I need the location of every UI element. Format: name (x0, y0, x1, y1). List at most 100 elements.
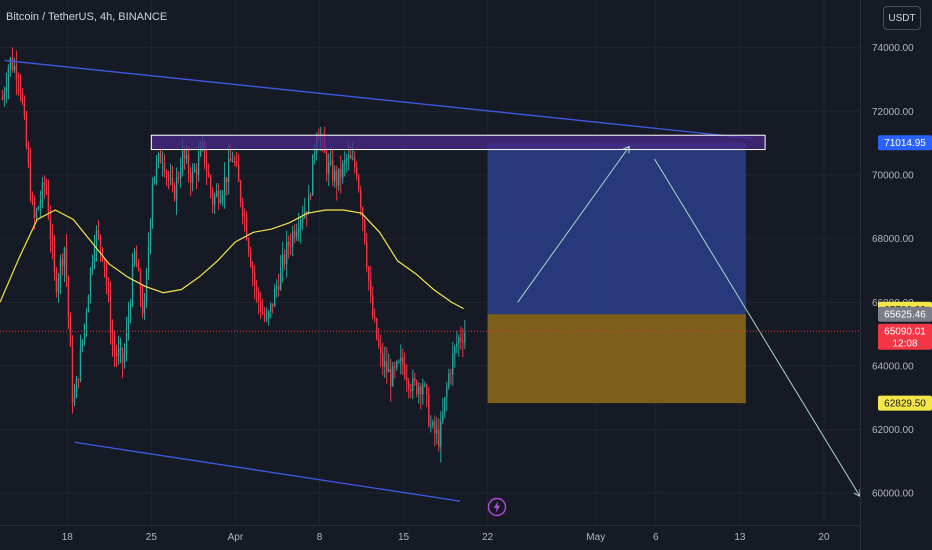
target-zone (487, 142, 746, 315)
candle-body (113, 345, 116, 353)
candle-body (129, 304, 132, 316)
candle-body (249, 251, 252, 267)
candle-body (372, 296, 374, 318)
candle-body (73, 397, 76, 403)
candle-body (360, 190, 362, 208)
candle-body (159, 153, 162, 164)
time-tick-label: May (586, 532, 605, 543)
candle-body (404, 364, 406, 378)
candle-body (115, 352, 118, 357)
candle-body (93, 246, 96, 263)
price-axis[interactable]: 60000.0062000.0064000.0066000.0068000.00… (860, 0, 915, 550)
candle-body (231, 161, 234, 163)
candle-body (173, 185, 176, 200)
time-axis[interactable]: 18 25 Apr 8 15 22 May 6 13 20 (0, 525, 860, 544)
candle-body (83, 324, 86, 341)
candle-body (251, 266, 254, 273)
lightning-bolt-icon[interactable] (487, 497, 507, 517)
candle-body (396, 361, 398, 368)
countdown-label: 12:08 (892, 339, 917, 350)
candle-body (283, 254, 286, 264)
candle-body (237, 165, 240, 182)
ma-line (0, 209, 464, 310)
candle-body (211, 190, 214, 205)
candle-body (352, 158, 354, 160)
candle-body (277, 286, 280, 290)
candle-body (432, 421, 434, 426)
time-tick-label: 22 (482, 532, 494, 543)
candle-body (354, 158, 356, 168)
candle-body (444, 397, 446, 413)
candle-body (448, 373, 450, 388)
candle-body (267, 311, 270, 319)
price-tag-label: 65090.01 (884, 327, 926, 338)
candle-body (29, 162, 32, 199)
candle-body (436, 430, 438, 434)
upper-trendline (4, 59, 752, 140)
candle-body (117, 350, 120, 357)
candle-body (424, 384, 426, 386)
candle-body (19, 80, 22, 93)
candle-body (167, 174, 170, 180)
projection-arrow-head (853, 492, 861, 497)
candle-body (408, 381, 410, 389)
candle-body (3, 93, 6, 99)
candle-body (47, 191, 50, 218)
candle-body (426, 384, 428, 395)
candle-body (195, 169, 198, 175)
candle-body (416, 381, 418, 395)
candle-body (57, 278, 60, 292)
candle-body (279, 267, 282, 290)
candle-body (406, 377, 408, 382)
candle-body (301, 217, 304, 220)
projection-arrow-head (628, 146, 630, 154)
candle-body (410, 388, 412, 391)
candle-body (21, 92, 24, 103)
candle-body (350, 155, 352, 159)
candle-body (257, 291, 260, 302)
candle-body (243, 216, 246, 218)
candle-body (422, 385, 424, 395)
candle-body (69, 316, 72, 347)
candle-body (133, 250, 136, 264)
candle-body (259, 301, 262, 313)
price-tag (878, 323, 932, 350)
time-tick-label: 20 (818, 532, 830, 543)
candle-body (348, 155, 350, 159)
time-tick-label: 18 (62, 532, 74, 543)
candle-body (81, 340, 84, 348)
symbol-title[interactable]: Bitcoin / TetherUS, 4h, BINANCE (6, 11, 168, 23)
candle-body (450, 373, 452, 375)
moving-average (0, 209, 464, 310)
candle-body (5, 86, 8, 94)
price-tick-label: 72000.00 (872, 107, 914, 118)
candle-body (185, 154, 188, 159)
candle-body (289, 245, 292, 247)
candle-body (227, 158, 230, 183)
candle-body (189, 173, 192, 183)
candle-body (299, 219, 302, 229)
time-tick-label: 6 (653, 532, 659, 543)
lower-trendline (74, 441, 461, 502)
currency-button[interactable]: USDT (883, 6, 921, 30)
candle-body (187, 154, 190, 174)
candle-body (39, 201, 42, 208)
candle-body (197, 155, 200, 175)
candle-body (37, 207, 40, 210)
candle-body (49, 217, 52, 239)
candle-body (89, 268, 92, 297)
price-tick-label: 68000.00 (872, 234, 914, 245)
candle-body (263, 313, 266, 319)
candle-body (153, 176, 156, 184)
candle-body (285, 241, 288, 264)
time-tick-label: 13 (734, 532, 746, 543)
price-tick-label: 64000.00 (872, 361, 914, 372)
candle-body (143, 302, 146, 314)
price-tick-label: 60000.00 (872, 489, 914, 500)
price-tag-label: 62829.50 (884, 399, 926, 410)
price-tag (878, 135, 932, 151)
candle-body (141, 296, 144, 314)
candle-body (442, 412, 444, 422)
candle-body (398, 361, 400, 363)
